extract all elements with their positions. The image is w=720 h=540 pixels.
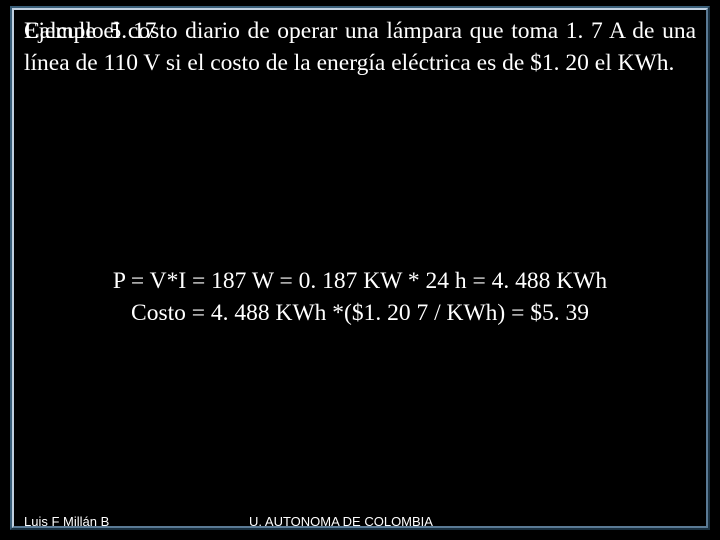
problem-block: Ejemplo 5. 17 Calcule el costo diario de…	[24, 16, 696, 79]
solution-line-2: Costo = 4. 488 KWh *($1. 20 7 / KWh) = $…	[24, 298, 696, 330]
footer-author: Luis F Millán B	[24, 514, 109, 529]
solution-line-1: P = V*I = 187 W = 0. 187 KW * 24 h = 4. …	[24, 266, 696, 298]
solution-block: P = V*I = 187 W = 0. 187 KW * 24 h = 4. …	[24, 266, 696, 329]
slide-container: Ejemplo 5. 17 Calcule el costo diario de…	[0, 0, 720, 540]
content-area: Ejemplo 5. 17 Calcule el costo diario de…	[24, 16, 696, 520]
example-label: Ejemplo 5. 17	[24, 16, 157, 48]
footer-institution: U. AUTONOMA DE COLOMBIA	[249, 514, 433, 529]
